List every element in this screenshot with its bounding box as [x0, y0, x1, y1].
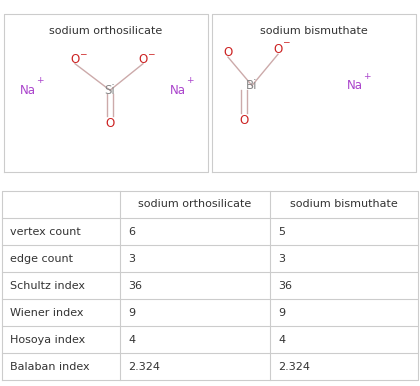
- Text: 3: 3: [278, 254, 285, 264]
- Text: 36: 36: [128, 281, 142, 291]
- Text: +: +: [36, 76, 44, 85]
- Text: sodium bismuthate: sodium bismuthate: [290, 200, 398, 210]
- Text: 36: 36: [278, 281, 292, 291]
- Text: Schultz index: Schultz index: [10, 281, 85, 291]
- Text: O: O: [239, 114, 249, 127]
- Text: 9: 9: [128, 308, 135, 318]
- Text: Bi: Bi: [246, 79, 258, 92]
- Text: O: O: [105, 117, 115, 130]
- Text: sodium bismuthate: sodium bismuthate: [260, 26, 368, 36]
- Text: 6: 6: [128, 227, 135, 237]
- Text: Na: Na: [170, 84, 186, 97]
- Text: 5: 5: [278, 227, 285, 237]
- Text: 2.324: 2.324: [128, 362, 160, 372]
- Text: +: +: [363, 71, 371, 81]
- Text: Si: Si: [105, 84, 116, 97]
- Text: 3: 3: [128, 254, 135, 264]
- Text: −: −: [282, 37, 290, 46]
- Text: sodium orthosilicate: sodium orthosilicate: [50, 26, 163, 36]
- Text: Na: Na: [20, 84, 36, 97]
- Text: 4: 4: [278, 335, 285, 345]
- Text: Wiener index: Wiener index: [10, 308, 84, 318]
- Text: sodium orthosilicate: sodium orthosilicate: [138, 200, 252, 210]
- Text: edge count: edge count: [10, 254, 73, 264]
- Text: 4: 4: [128, 335, 135, 345]
- Text: −: −: [147, 49, 155, 58]
- Text: vertex count: vertex count: [10, 227, 81, 237]
- Text: −: −: [79, 49, 87, 58]
- Text: O: O: [138, 53, 147, 66]
- Text: O: O: [223, 46, 233, 59]
- Text: O: O: [71, 53, 80, 66]
- Text: 2.324: 2.324: [278, 362, 310, 372]
- Text: 9: 9: [278, 308, 285, 318]
- Text: Hosoya index: Hosoya index: [10, 335, 85, 345]
- Text: O: O: [273, 43, 283, 56]
- Text: Na: Na: [347, 79, 363, 92]
- Text: Balaban index: Balaban index: [10, 362, 89, 372]
- Text: +: +: [186, 76, 194, 85]
